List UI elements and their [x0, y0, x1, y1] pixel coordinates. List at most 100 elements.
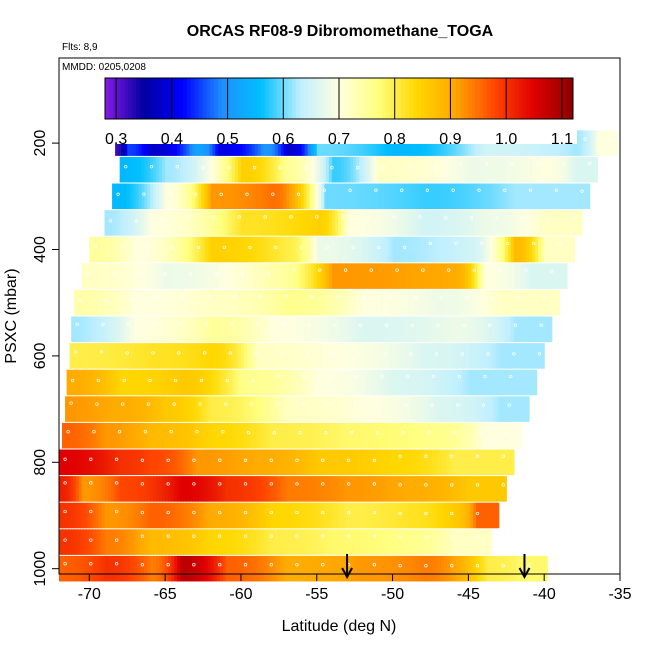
band-cell [310, 263, 315, 289]
band-cell [521, 369, 526, 396]
band-cell [90, 476, 95, 502]
sample-point [63, 457, 67, 461]
band-cell [465, 316, 469, 343]
band-cell [435, 476, 439, 502]
sample-point [243, 458, 248, 462]
band-cell [219, 502, 224, 529]
sample-point [198, 402, 202, 406]
band-cell [83, 316, 87, 343]
band-cell [307, 236, 312, 263]
band-cell [65, 449, 69, 476]
band-cell [398, 555, 403, 582]
sample-point [259, 295, 263, 299]
band-cell [468, 236, 473, 263]
band-cell [344, 449, 348, 476]
band-cell [156, 396, 160, 422]
colorbar-cell [409, 78, 414, 119]
band-cell [283, 476, 288, 502]
band-cell [353, 476, 357, 502]
band-cell [337, 396, 342, 422]
band-cell [344, 502, 348, 529]
band-cell [198, 369, 203, 396]
band-cell [59, 502, 63, 529]
band-cell [146, 529, 151, 555]
sample-point [251, 378, 255, 383]
band-cell [98, 316, 103, 343]
band-cell [475, 502, 480, 529]
colorbar-cell [397, 78, 402, 119]
band-cell [480, 449, 485, 476]
sample-point [424, 511, 428, 516]
band-cell [183, 316, 187, 343]
data-bands [59, 130, 618, 582]
band-cell [294, 183, 299, 210]
band-cell [377, 369, 382, 396]
band-cell [441, 529, 445, 555]
band-cell [141, 343, 145, 369]
sample-point [484, 162, 489, 166]
band-cell [614, 130, 618, 156]
band-cell [438, 210, 442, 236]
band-cell [425, 422, 430, 449]
band-cell [489, 236, 494, 263]
band-cell [171, 422, 175, 449]
band-cell [146, 476, 151, 502]
band-cell [149, 449, 154, 476]
band-cell [334, 369, 339, 396]
sample-point [403, 245, 407, 250]
band-cell [286, 396, 291, 422]
band-cell [243, 369, 248, 396]
band-cell [231, 396, 236, 422]
band-cell [119, 236, 124, 263]
band-cell [341, 289, 345, 316]
band-cell [83, 289, 87, 316]
band-cell [398, 502, 403, 529]
band-cell [280, 156, 284, 183]
sample-point [392, 215, 396, 219]
band-cell [464, 502, 469, 529]
band-cell [401, 183, 406, 210]
band-cell [289, 476, 294, 502]
band-cell [310, 476, 315, 502]
band-cell [128, 289, 133, 316]
band-cell [477, 183, 482, 210]
band-cell [501, 396, 506, 422]
band-cell [134, 289, 139, 316]
arrow-markers [341, 554, 531, 580]
band-cell [146, 555, 151, 582]
band-cell [105, 476, 109, 502]
band-cell [465, 422, 469, 449]
band-cell [404, 210, 409, 236]
band-cell [513, 183, 518, 210]
band-cell [213, 236, 218, 263]
band-cell [231, 316, 236, 343]
band-cell [495, 555, 499, 582]
band-cell [143, 210, 148, 236]
band-cell [503, 422, 508, 449]
band-cell [107, 449, 112, 476]
band-cell [386, 502, 391, 529]
band-cell [319, 210, 324, 236]
sample-point [475, 564, 480, 568]
band-cell [189, 449, 194, 476]
band-cell [509, 422, 514, 449]
band-cell [168, 449, 172, 476]
sample-point [336, 295, 340, 299]
band-cell [473, 529, 478, 555]
band-cell [107, 422, 112, 449]
band-cell [102, 343, 106, 369]
colorbar-cell [128, 78, 133, 119]
band-cell [295, 236, 300, 263]
band-cell [274, 210, 278, 236]
band-cell [518, 422, 523, 449]
band-cell [228, 210, 233, 236]
band-cell [550, 236, 554, 263]
band-cell [588, 130, 593, 156]
band-cell [259, 476, 263, 502]
colorbar-cell [194, 78, 200, 119]
sample-point [346, 534, 351, 538]
band-cell [183, 369, 187, 396]
band-cell [579, 210, 583, 236]
band-cell [265, 555, 269, 582]
sample-point [450, 511, 454, 516]
